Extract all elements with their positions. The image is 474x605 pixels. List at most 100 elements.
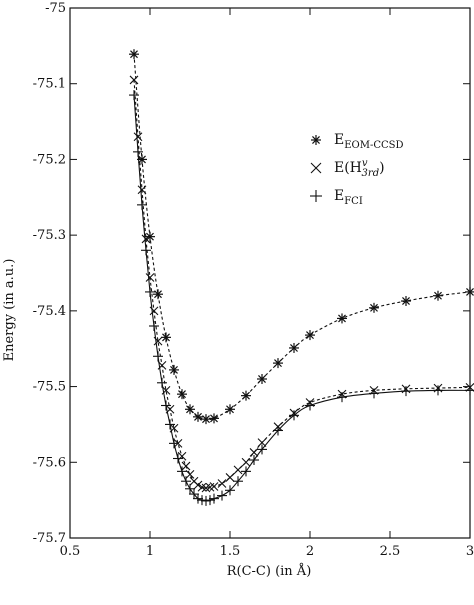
data-point: [185, 404, 195, 415]
data-point: [433, 290, 443, 301]
data-point: [225, 485, 235, 496]
data-point: [145, 231, 155, 242]
data-point: [205, 495, 215, 506]
series-2: [129, 75, 474, 493]
y-tick-label: -75.4: [33, 304, 66, 319]
x-tick-label: 0.5: [60, 544, 81, 559]
data-point: [129, 90, 139, 101]
legend-label: EEOM-CCSD: [334, 132, 404, 151]
data-point: [141, 245, 151, 256]
data-point: [337, 313, 347, 324]
data-point: [201, 414, 211, 425]
series-1: [129, 49, 474, 425]
x-tick-label: 2.5: [380, 544, 401, 559]
data-point: [433, 385, 443, 396]
data-point: [401, 386, 411, 397]
y-tick-label: -75.1: [33, 77, 66, 92]
data-point: [369, 388, 379, 399]
legend-item: E(Hv 3rd): [310, 158, 385, 179]
data-point: [153, 289, 163, 300]
data-point: [157, 377, 167, 388]
data-point: [217, 479, 227, 488]
data-point: [165, 419, 175, 430]
data-point: [257, 374, 267, 384]
data-point: [401, 296, 411, 307]
data-point: [129, 75, 139, 85]
plot-frame: [69, 7, 471, 539]
y-tick-label: -75: [45, 1, 66, 16]
data-point: [193, 411, 203, 422]
data-point: [169, 438, 179, 449]
data-point: [289, 342, 299, 353]
y-tick-label: -75.6: [33, 455, 66, 470]
data-point: [273, 425, 283, 436]
legend-item: EFCI: [310, 188, 363, 207]
data-point: [241, 390, 251, 401]
data-point: [305, 330, 315, 341]
y-tick-label: -75.7: [33, 531, 66, 546]
x-tick-label: 1: [146, 544, 154, 559]
data-point: [465, 286, 474, 297]
legend-marker: [310, 162, 322, 174]
data-point: [209, 493, 219, 504]
plot-area: [69, 7, 471, 539]
y-tick-label: -75.5: [33, 380, 66, 395]
data-point: [249, 448, 259, 457]
data-point: [181, 476, 191, 487]
data-point: [161, 332, 171, 343]
legend-label: E(Hv 3rd): [334, 158, 385, 179]
data-point: [149, 306, 159, 316]
data-point: [169, 364, 179, 375]
data-point: [137, 185, 147, 195]
x-tick-label: 2: [306, 544, 314, 559]
legend-label: EFCI: [334, 188, 363, 207]
data-point: [177, 466, 187, 477]
data-point: [193, 493, 203, 504]
x-tick-label: 3: [466, 544, 474, 559]
data-point: [273, 358, 283, 369]
legend: EEOM-CCSD E(Hv 3rd) EFCI: [310, 132, 404, 207]
data-point: [185, 470, 195, 479]
y-axis-label: Energy (in a.u.): [2, 259, 17, 362]
y-tick-label: -75.2: [33, 152, 66, 167]
x-axis-label: R(C-C) (in Å): [227, 563, 312, 579]
legend-item: EEOM-CCSD: [311, 132, 404, 151]
data-point: [289, 410, 299, 421]
data-point: [249, 455, 259, 466]
data-point: [145, 273, 155, 282]
series-line: [133, 95, 471, 502]
series-line: [133, 54, 471, 421]
data-point: [209, 482, 219, 491]
data-point: [145, 286, 155, 297]
data-point: [233, 476, 243, 487]
axis-ticks: 0.5 1 1.5 2 2.5 3 -75 -75.1 -75.2 -75.3 -75.4 -75.5…: [33, 1, 474, 559]
x-tick-label: 1.5: [220, 544, 241, 559]
data-point: [137, 199, 147, 210]
legend-marker: [310, 190, 322, 202]
data-point: [141, 234, 151, 244]
data-point: [189, 489, 199, 500]
data-point: [133, 132, 143, 142]
data-point: [129, 49, 139, 60]
data-point: [185, 483, 195, 494]
data-point: [233, 465, 243, 475]
legend-marker: [311, 135, 321, 145]
data-point: [369, 302, 379, 313]
data-point: [241, 466, 251, 477]
data-point: [177, 389, 187, 400]
data-point: [161, 400, 171, 411]
data-point: [133, 146, 143, 157]
data-point: [305, 400, 315, 411]
data-point: [193, 480, 203, 490]
series-layer: [129, 49, 474, 506]
data-point: [149, 321, 159, 331]
data-point: [225, 404, 235, 415]
y-tick-label: -75.3: [33, 228, 66, 243]
data-point: [257, 444, 267, 455]
data-point: [201, 495, 211, 506]
data-point: [173, 453, 183, 464]
data-point: [181, 461, 191, 471]
data-point: [209, 413, 219, 424]
data-point: [217, 490, 227, 501]
